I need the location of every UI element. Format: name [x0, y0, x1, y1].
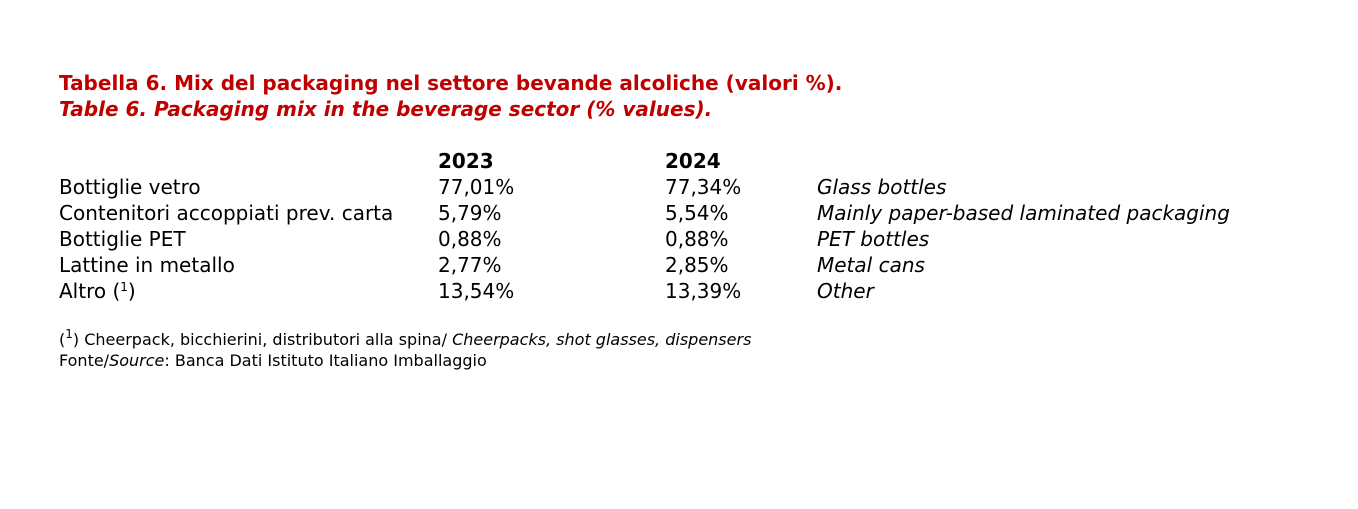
- value-2023: 77,01%: [438, 175, 515, 199]
- row-label-english: Other: [817, 279, 874, 303]
- value-2024: 2,85%: [665, 253, 729, 277]
- value-2023: 2,77%: [438, 253, 502, 277]
- value-2023: 5,79%: [438, 201, 502, 225]
- row-label-english: Mainly paper-based laminated packaging: [817, 201, 1230, 225]
- table-title-english: Table 6. Packaging mix in the beverage s…: [59, 97, 713, 121]
- footnote-close: ): [72, 330, 80, 349]
- footnotes: (1) Cheerpack, bicchierini, distributori…: [59, 327, 752, 371]
- value-2023: 0,88%: [438, 227, 502, 251]
- row-label: Bottiglie PET: [59, 227, 186, 251]
- value-2024: 5,54%: [665, 201, 729, 225]
- value-2024: 77,34%: [665, 175, 742, 199]
- source-line: Fonte/Source: Banca Dati Istituto Italia…: [59, 350, 751, 371]
- row-label-english: Metal cans: [817, 253, 925, 277]
- table-title-italian: Tabella 6. Mix del packaging nel settore…: [59, 71, 843, 95]
- source-label-english: Source: [109, 351, 165, 370]
- value-2023: 13,54%: [438, 279, 515, 303]
- column-header-2024: 2024: [665, 149, 721, 173]
- row-label: Contenitori accoppiati prev. carta: [59, 201, 394, 225]
- footnote-open: (: [59, 330, 66, 349]
- row-label-close: ): [127, 279, 136, 303]
- row-label: Bottiglie vetro: [59, 175, 201, 199]
- footnote-marker: 1: [65, 327, 73, 341]
- source-text: : Banca Dati Istituto Italiano Imballagg…: [164, 351, 487, 370]
- row-label-english: PET bottles: [817, 227, 930, 251]
- row-label: Altro (1): [59, 278, 136, 304]
- footnote-line: (1) Cheerpack, bicchierini, distributori…: [59, 327, 752, 350]
- footnote-text-italian: Cheerpack, bicchierini, distributori all…: [79, 330, 453, 349]
- source-label-italian: Fonte/: [59, 351, 110, 370]
- row-label-english: Glass bottles: [817, 175, 947, 199]
- row-label: Lattine in metallo: [59, 253, 235, 277]
- value-2024: 0,88%: [665, 227, 729, 251]
- value-2024: 13,39%: [665, 279, 742, 303]
- row-label-text: Altro (: [59, 279, 121, 303]
- footnote-text-english: Cheerpacks, shot glasses, dispensers: [452, 330, 752, 349]
- column-header-2023: 2023: [438, 149, 494, 173]
- footnote-reference: 1: [120, 280, 128, 294]
